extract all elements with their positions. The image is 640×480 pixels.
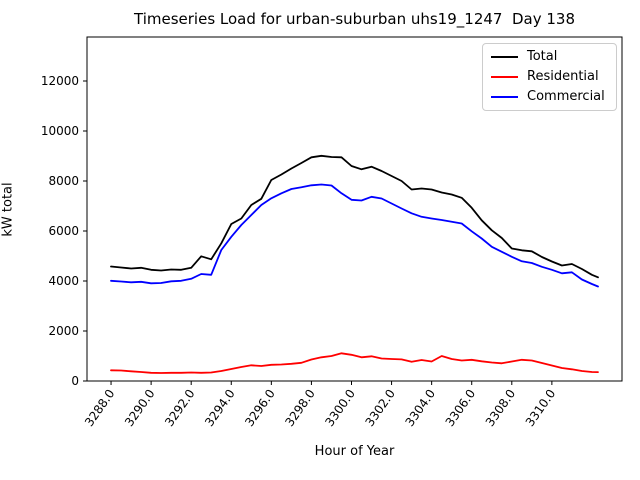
y-axis-label: kW total: [0, 182, 16, 237]
commercial-line-swatch: [491, 96, 518, 98]
y-tick-label: 8000: [48, 174, 79, 188]
x-tick-label: 3294.0: [202, 387, 238, 429]
y-tick-label: 6000: [48, 224, 79, 238]
residential-line: [110, 352, 599, 374]
residential-line-swatch: [491, 76, 518, 78]
y-tick-label: 4000: [48, 274, 79, 288]
legend-item-commercial: Commercial: [491, 90, 608, 104]
y-tick-label: 10000: [41, 124, 79, 138]
total-line: [110, 154, 599, 279]
x-tick-label: 3304.0: [403, 387, 439, 429]
legend-item-residential: Residential: [491, 70, 608, 84]
x-tick-label: 3288.0: [82, 387, 118, 429]
chart-title: Timeseries Load for urban-suburban uhs19…: [134, 10, 575, 28]
legend-label-residential: Residential: [527, 69, 599, 84]
legend-item-total: Total: [491, 50, 608, 64]
x-tick-label: 3298.0: [282, 387, 318, 429]
axes-spines: [86, 36, 623, 382]
legend: Total Residential Commercial: [482, 43, 617, 111]
y-tick-label: 2000: [48, 324, 79, 338]
x-tick-label: 3296.0: [242, 387, 278, 429]
x-tick-label: 3300.0: [322, 387, 358, 429]
x-axis-label: Hour of Year: [314, 444, 395, 459]
total-line-swatch: [491, 56, 518, 58]
y-tick-label: 0: [71, 374, 79, 388]
x-tick-label: 3308.0: [483, 387, 519, 429]
y-tick-label: 12000: [41, 74, 79, 88]
x-tick-label: 3302.0: [362, 387, 398, 429]
x-tick-label: 3310.0: [523, 387, 559, 429]
legend-label-commercial: Commercial: [527, 89, 605, 104]
x-tick-label: 3290.0: [122, 387, 158, 429]
x-tick-label: 3292.0: [162, 387, 198, 429]
x-tick-label: 3306.0: [443, 387, 479, 429]
commercial-line: [110, 183, 599, 288]
legend-label-total: Total: [527, 49, 558, 64]
